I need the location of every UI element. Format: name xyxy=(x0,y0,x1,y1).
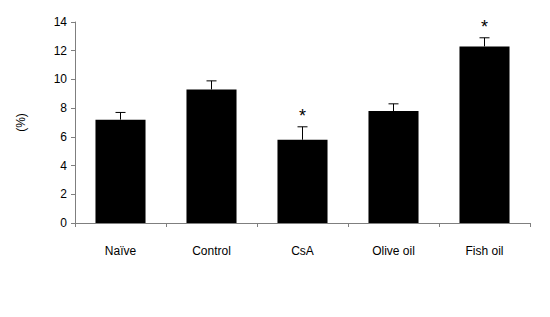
svg-text:4: 4 xyxy=(60,159,67,173)
svg-text:Olive oil: Olive oil xyxy=(372,244,415,258)
svg-text:6: 6 xyxy=(60,130,67,144)
svg-text:Fish oil: Fish oil xyxy=(465,244,503,258)
svg-text:8: 8 xyxy=(60,101,67,115)
svg-text:*: * xyxy=(299,106,306,126)
svg-text:CsA: CsA xyxy=(291,244,314,258)
svg-text:2: 2 xyxy=(60,187,67,201)
svg-text:0: 0 xyxy=(60,216,67,230)
svg-text:*: * xyxy=(481,17,488,37)
svg-text:(%): (%) xyxy=(14,113,28,132)
svg-text:10: 10 xyxy=(54,72,68,86)
svg-text:Naïve: Naïve xyxy=(105,244,137,258)
svg-text:12: 12 xyxy=(54,44,68,58)
svg-text:14: 14 xyxy=(54,15,68,29)
svg-text:Control: Control xyxy=(192,244,231,258)
